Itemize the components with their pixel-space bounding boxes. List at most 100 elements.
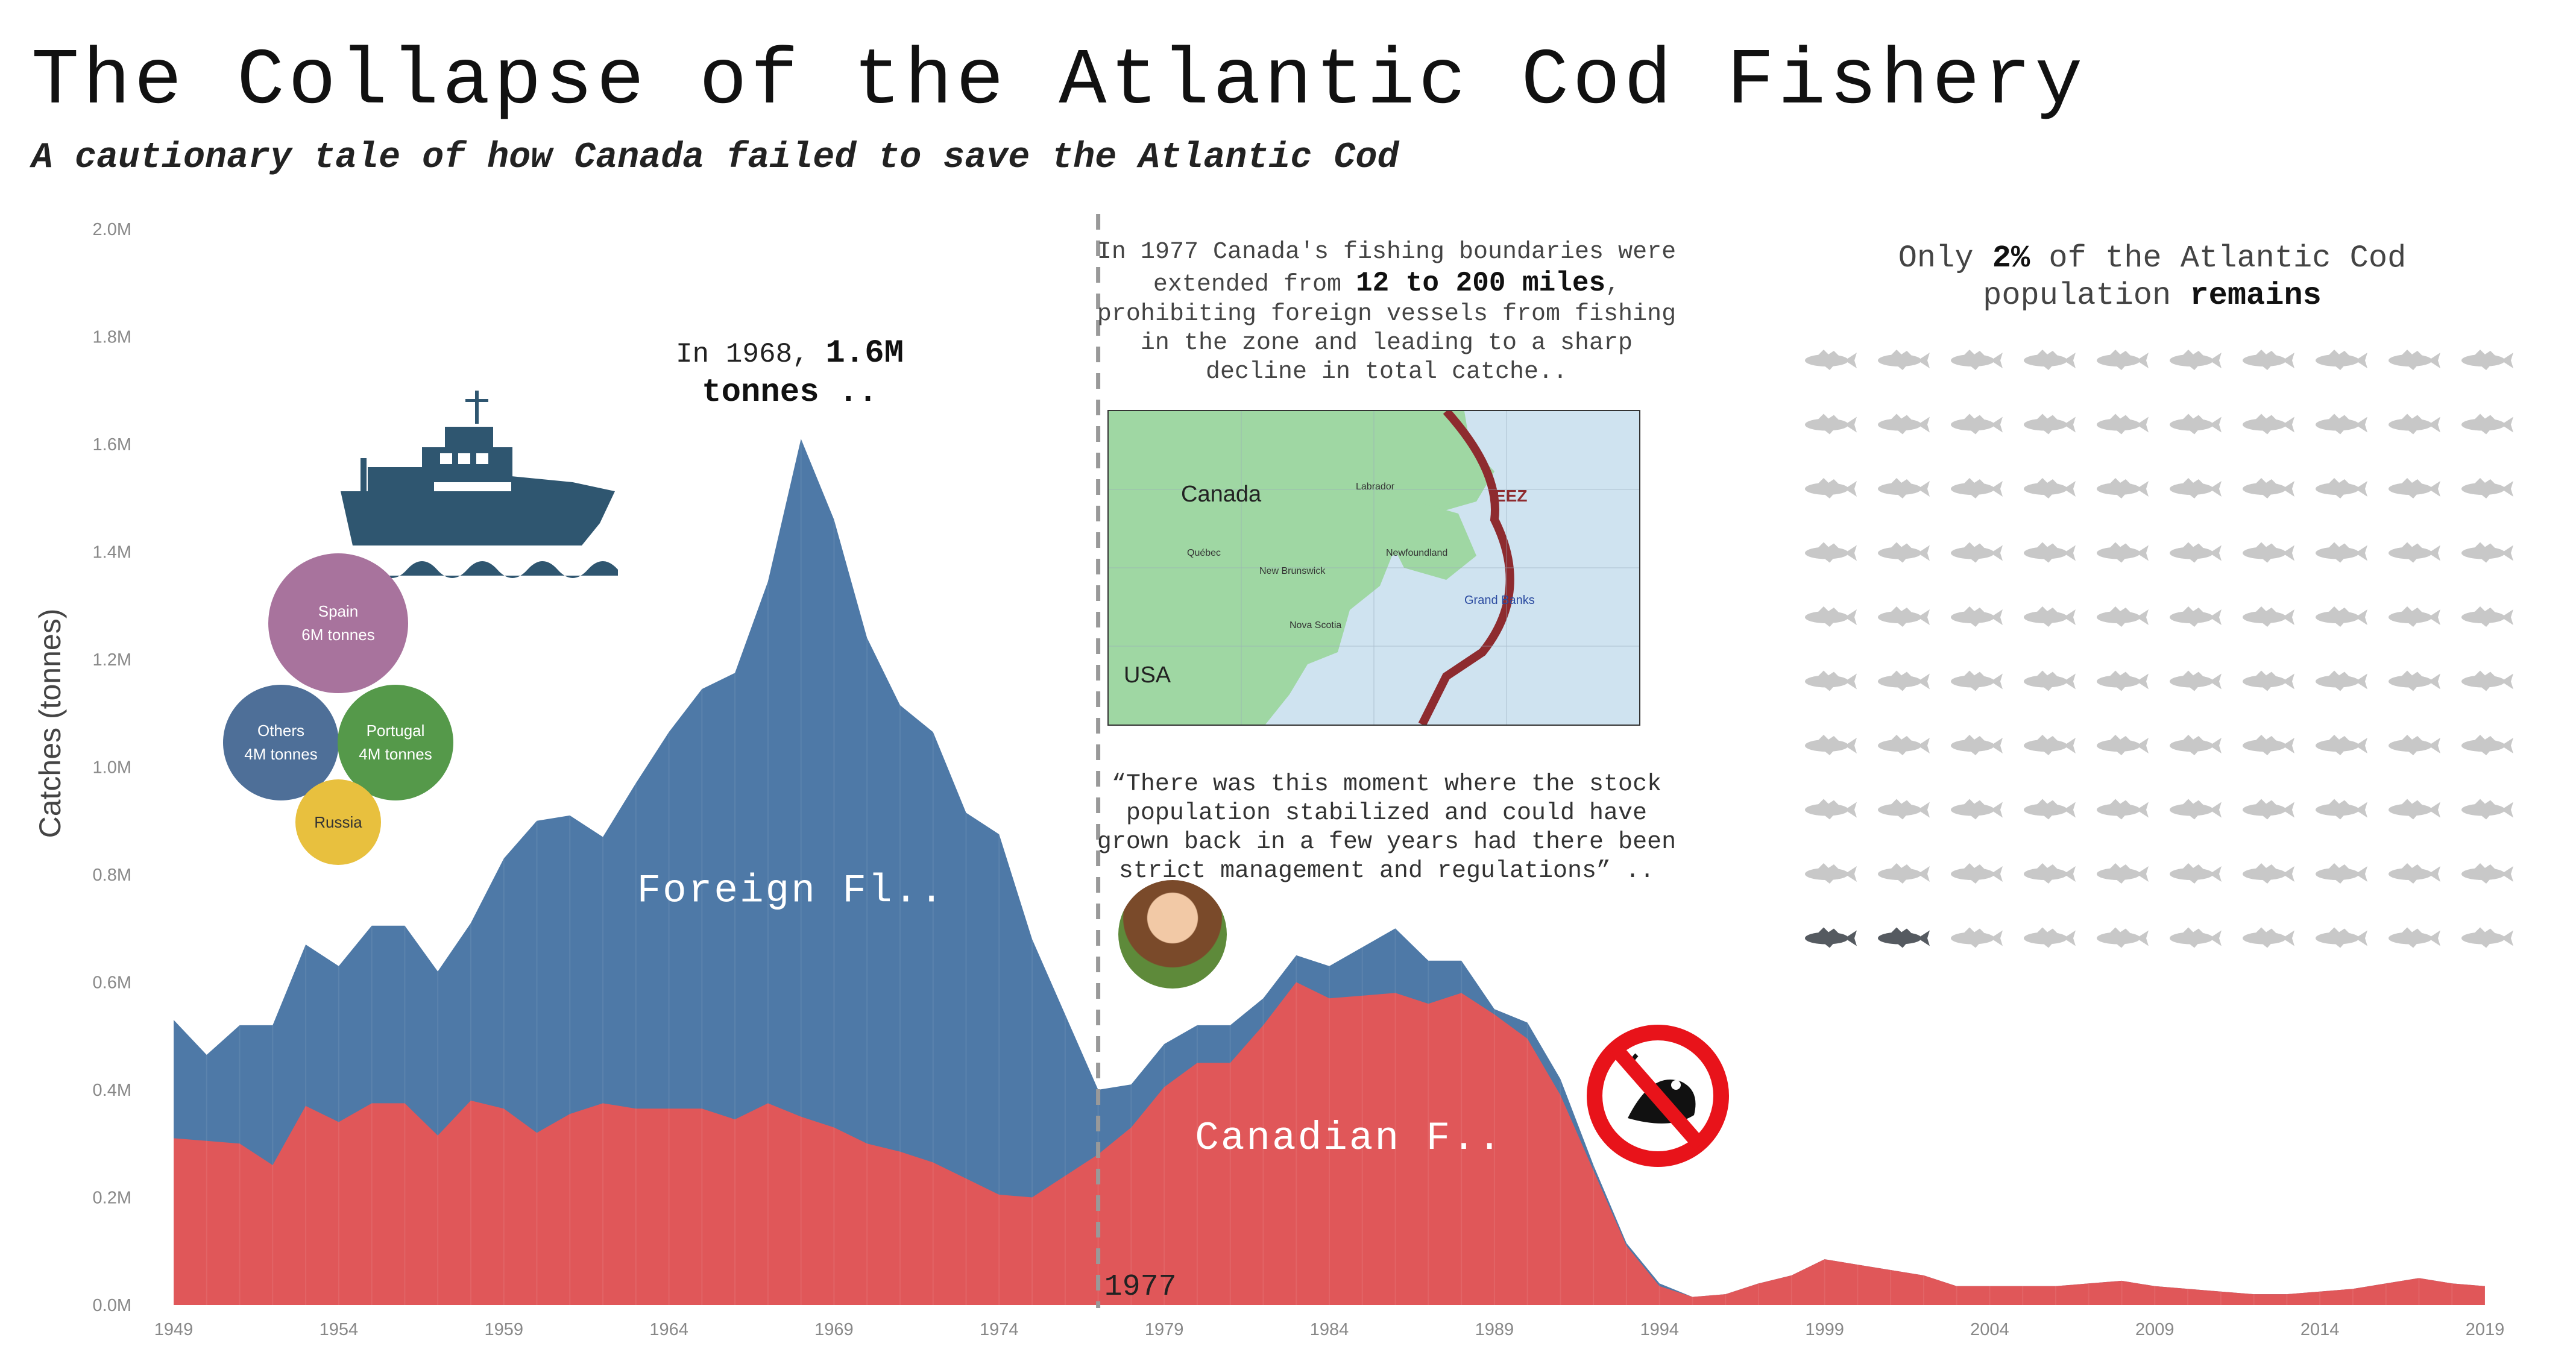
peak-suffix: tonnes .. <box>702 374 878 411</box>
cod-fish-icon <box>2097 606 2149 627</box>
remains-c: remains <box>2190 278 2322 314</box>
x-tick-label: 2009 <box>2135 1320 2174 1339</box>
cod-fish-icon <box>2097 478 2149 498</box>
peak-value: 1.6M <box>825 335 904 372</box>
no-fishing-icon <box>1587 1025 1729 1167</box>
eez-text-b: , prohibiting foreign vessels from fishi… <box>1097 271 1677 386</box>
cod-fish-icon <box>1951 799 2003 820</box>
cod-fish-icon <box>1878 799 1930 820</box>
page-subtitle: A cautionary tale of how Canada failed t… <box>31 137 1399 178</box>
x-tick-label: 1949 <box>154 1320 194 1339</box>
cod-fish-icon <box>2024 799 2076 820</box>
year-1977-label: 1977 <box>1104 1270 1177 1304</box>
cod-fish-icon <box>2243 735 2294 755</box>
cod-fish-icon <box>2097 350 2149 370</box>
bubble-chart: Spain 6M tonnes Others 4M tonnes Portuga… <box>217 553 458 867</box>
cod-fish-icon <box>2461 863 2513 884</box>
cod-fish-icon <box>2170 863 2222 884</box>
cod-fish-icon <box>1951 350 2003 370</box>
bubble-others-value: 4M tonnes <box>244 745 318 763</box>
cod-fish-icon <box>1951 670 2003 691</box>
cod-fish-icon <box>2389 799 2440 820</box>
x-tick-label: 1984 <box>1310 1320 1349 1339</box>
y-tick-label: 0.4M <box>93 1081 131 1100</box>
cod-fish-icon <box>2461 413 2513 435</box>
map-label-eez: EEZ <box>1494 486 1527 505</box>
bubble-others-name: Others <box>257 722 305 740</box>
cod-fish-icon <box>2243 413 2294 435</box>
bubble-russia: Russia <box>295 779 381 865</box>
cod-fish-icon <box>2389 413 2440 435</box>
cod-fish-icon <box>2024 863 2076 884</box>
cod-fish-icon <box>1805 413 1857 435</box>
remains-b: of the Atlantic Cod population <box>1983 241 2407 314</box>
x-tick-label: 2014 <box>2300 1320 2340 1339</box>
cod-fish-icon <box>2170 735 2222 755</box>
cod-fish-icon <box>1878 606 1930 627</box>
cod-fish-icon <box>2389 606 2440 627</box>
y-tick-label: 1.8M <box>93 328 131 347</box>
y-tick-label: 0.8M <box>93 866 131 885</box>
cod-fish-icon <box>1878 863 1930 884</box>
y-tick-label: 2.0M <box>93 220 131 239</box>
x-tick-label: 2019 <box>2466 1320 2505 1339</box>
cod-fish-icon <box>1951 927 2003 948</box>
cod-fish-icon <box>2024 478 2076 498</box>
x-axis-ticks: 1949 1954 1959 1964 1969 1974 1979 1984 1989 1994… <box>154 1320 2505 1339</box>
bubble-portugal-value: 4M tonnes <box>359 745 432 763</box>
cod-fish-icon <box>2461 927 2513 948</box>
x-tick-label: 1969 <box>814 1320 854 1339</box>
scientist-portrait <box>1118 880 1227 989</box>
cod-fish-icon <box>2170 927 2222 948</box>
area-series <box>173 439 2486 1306</box>
cod-fish-icon <box>2243 799 2294 820</box>
cod-fish-icon <box>2316 542 2367 563</box>
y-tick-label: 0.6M <box>93 973 131 993</box>
cod-fish-icon <box>1951 863 2003 884</box>
cod-fish-icon <box>2097 413 2149 435</box>
bubble-spain-value: 6M tonnes <box>301 626 375 644</box>
y-tick-label: 0.2M <box>93 1189 131 1208</box>
cod-fish-icon <box>2170 670 2222 691</box>
cod-fish-icon <box>2024 927 2076 948</box>
cod-fish-icon <box>2461 735 2513 755</box>
map-label-newfoundland: Newfoundland <box>1386 548 1447 558</box>
cod-fish-icon <box>1878 350 1930 370</box>
cod-fish-icon <box>2461 350 2513 370</box>
cod-fish-icon <box>2389 735 2440 755</box>
x-tick-label: 1964 <box>649 1320 688 1339</box>
cod-fish-icon <box>1878 478 1930 498</box>
cod-fish-icon <box>2316 350 2367 370</box>
cod-fish-icon <box>1805 542 1857 563</box>
cod-fish-icon <box>2316 413 2367 435</box>
map-label-usa: USA <box>1124 662 1171 688</box>
cod-fish-icon <box>2316 735 2367 755</box>
cod-fish-icon <box>2097 863 2149 884</box>
cod-fish-icon <box>2024 606 2076 627</box>
cod-fish-icon <box>2024 670 2076 691</box>
cod-fish-icon <box>2461 478 2513 498</box>
y-tick-label: 1.0M <box>93 758 131 778</box>
cod-fish-icon <box>2316 606 2367 627</box>
cod-fish-icon <box>1805 350 1857 370</box>
eez-annotation: In 1977 Canada's fishing boundaries were… <box>1085 238 1688 387</box>
x-tick-label: 1974 <box>980 1320 1019 1339</box>
canadian-fleet-label: Canadian F.. <box>1195 1116 1503 1161</box>
y-tick-label: 1.2M <box>93 650 131 670</box>
cod-fish-icon <box>2024 350 2076 370</box>
cod-fish-icon <box>2461 606 2513 627</box>
cod-fish-icon <box>2316 927 2367 948</box>
canadian-fleet-area <box>174 982 2485 1305</box>
cod-fish-icon <box>2389 478 2440 498</box>
fish-grid <box>1805 350 2513 948</box>
cod-fish-icon <box>1951 413 2003 435</box>
map-label-labrador: Labrador <box>1356 482 1395 492</box>
page-title: The Collapse of the Atlantic Cod Fishery <box>31 36 2086 127</box>
bubble-portugal-name: Portugal <box>366 722 425 740</box>
peak-prefix: In 1968, <box>675 339 809 370</box>
y-tick-label: 1.6M <box>93 435 131 454</box>
cod-fish-icon <box>2461 670 2513 691</box>
cod-fish-icon <box>2243 670 2294 691</box>
cod-fish-icon <box>1951 735 2003 755</box>
